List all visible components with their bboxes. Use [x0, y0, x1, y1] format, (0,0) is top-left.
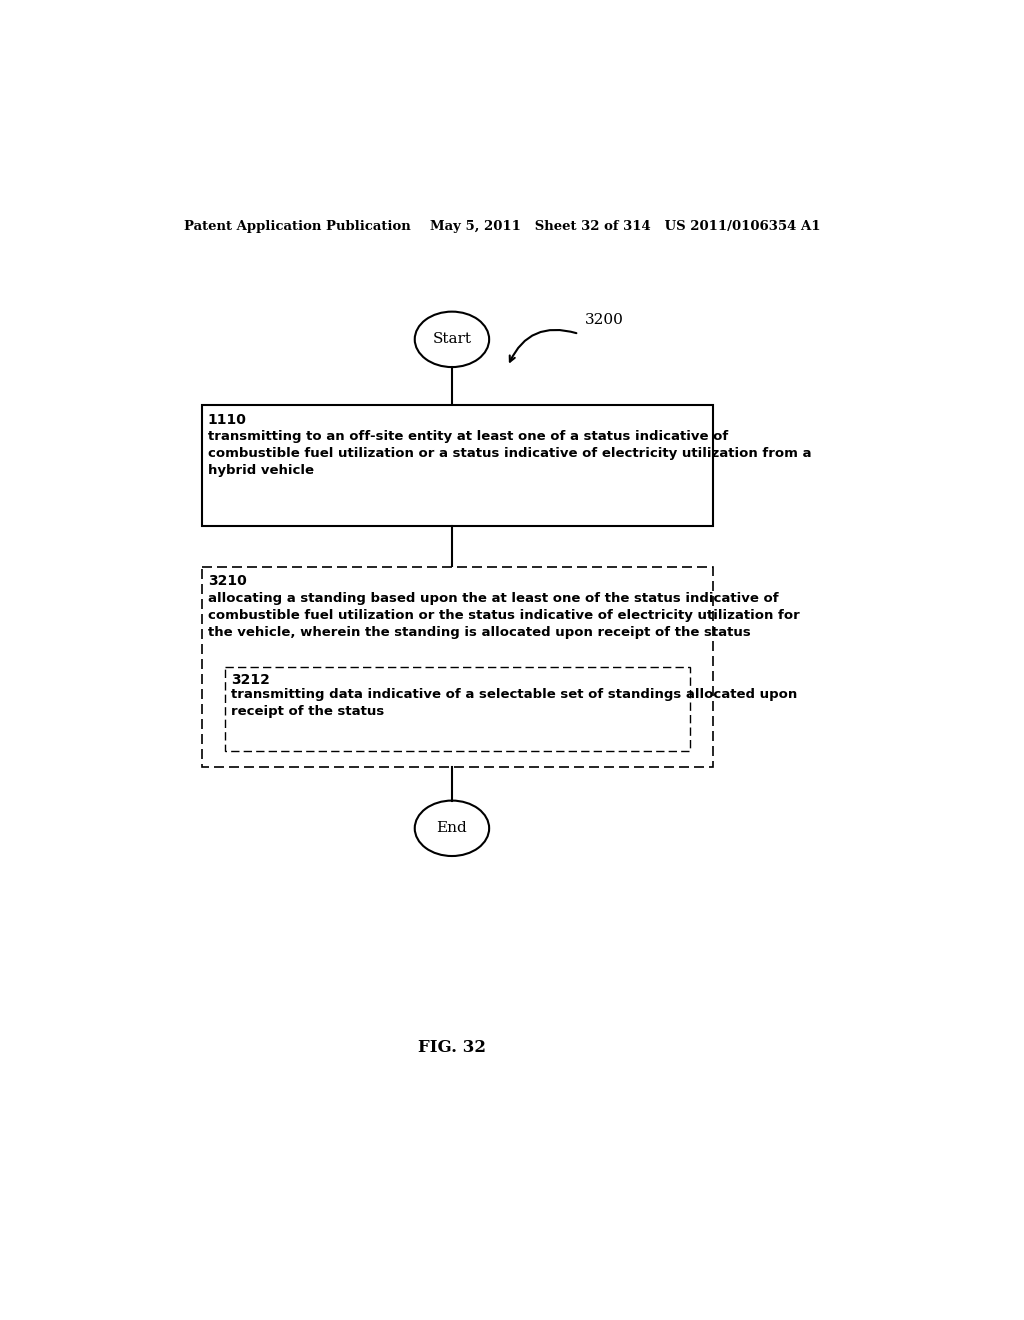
Text: 3210: 3210 [208, 574, 247, 589]
Text: transmitting data indicative of a selectable set of standings allocated upon
rec: transmitting data indicative of a select… [231, 688, 798, 718]
Bar [225, 667, 690, 751]
Bar [202, 566, 713, 767]
Text: FIG. 32: FIG. 32 [418, 1039, 486, 1056]
Text: May 5, 2011   Sheet 32 of 314   US 2011/0106354 A1: May 5, 2011 Sheet 32 of 314 US 2011/0106… [430, 219, 821, 232]
Text: transmitting to an off-site entity at least one of a status indicative of
combus: transmitting to an off-site entity at le… [208, 430, 811, 478]
Bar [202, 405, 713, 527]
Text: allocating a standing based upon the at least one of the status indicative of
co: allocating a standing based upon the at … [208, 591, 800, 639]
Text: 3200: 3200 [586, 313, 624, 327]
Text: 1110: 1110 [208, 412, 247, 426]
Text: End: End [436, 821, 467, 836]
Text: Start: Start [432, 333, 471, 346]
Text: 3212: 3212 [231, 673, 270, 686]
Text: Patent Application Publication: Patent Application Publication [183, 219, 411, 232]
